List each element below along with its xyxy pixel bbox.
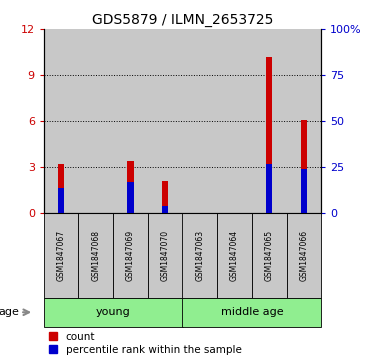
Bar [252,29,287,213]
Bar [78,29,113,213]
Bar [44,213,78,298]
Text: age: age [0,307,19,317]
Text: young: young [96,307,131,317]
Bar [113,213,148,298]
Bar [148,213,182,298]
Bar [182,29,217,213]
Text: GSM1847065: GSM1847065 [265,230,274,281]
Text: GSM1847069: GSM1847069 [126,230,135,281]
Legend: count, percentile rank within the sample: count, percentile rank within the sample [49,332,242,355]
Bar [44,298,182,327]
Bar [78,213,113,298]
Bar [162,181,168,213]
Bar [217,213,252,298]
Bar [266,57,272,213]
Bar [266,164,272,213]
Bar [162,206,168,213]
Bar [287,29,321,213]
Text: GSM1847066: GSM1847066 [299,230,308,281]
Bar [148,29,182,213]
Text: GSM1847070: GSM1847070 [161,230,170,281]
Bar [58,164,64,213]
Bar [301,120,307,213]
Text: GSM1847063: GSM1847063 [195,230,204,281]
Bar [287,213,321,298]
Bar [182,213,217,298]
Text: GSM1847067: GSM1847067 [57,230,66,281]
Text: GSM1847064: GSM1847064 [230,230,239,281]
Bar [252,213,287,298]
Bar [58,188,64,213]
Bar [127,161,134,213]
Bar [44,29,78,213]
Bar [301,169,307,213]
Bar [182,298,321,327]
Bar [217,29,252,213]
Bar [127,182,134,213]
Title: GDS5879 / ILMN_2653725: GDS5879 / ILMN_2653725 [92,13,273,26]
Text: middle age: middle age [220,307,283,317]
Text: GSM1847068: GSM1847068 [91,230,100,281]
Bar [113,29,148,213]
